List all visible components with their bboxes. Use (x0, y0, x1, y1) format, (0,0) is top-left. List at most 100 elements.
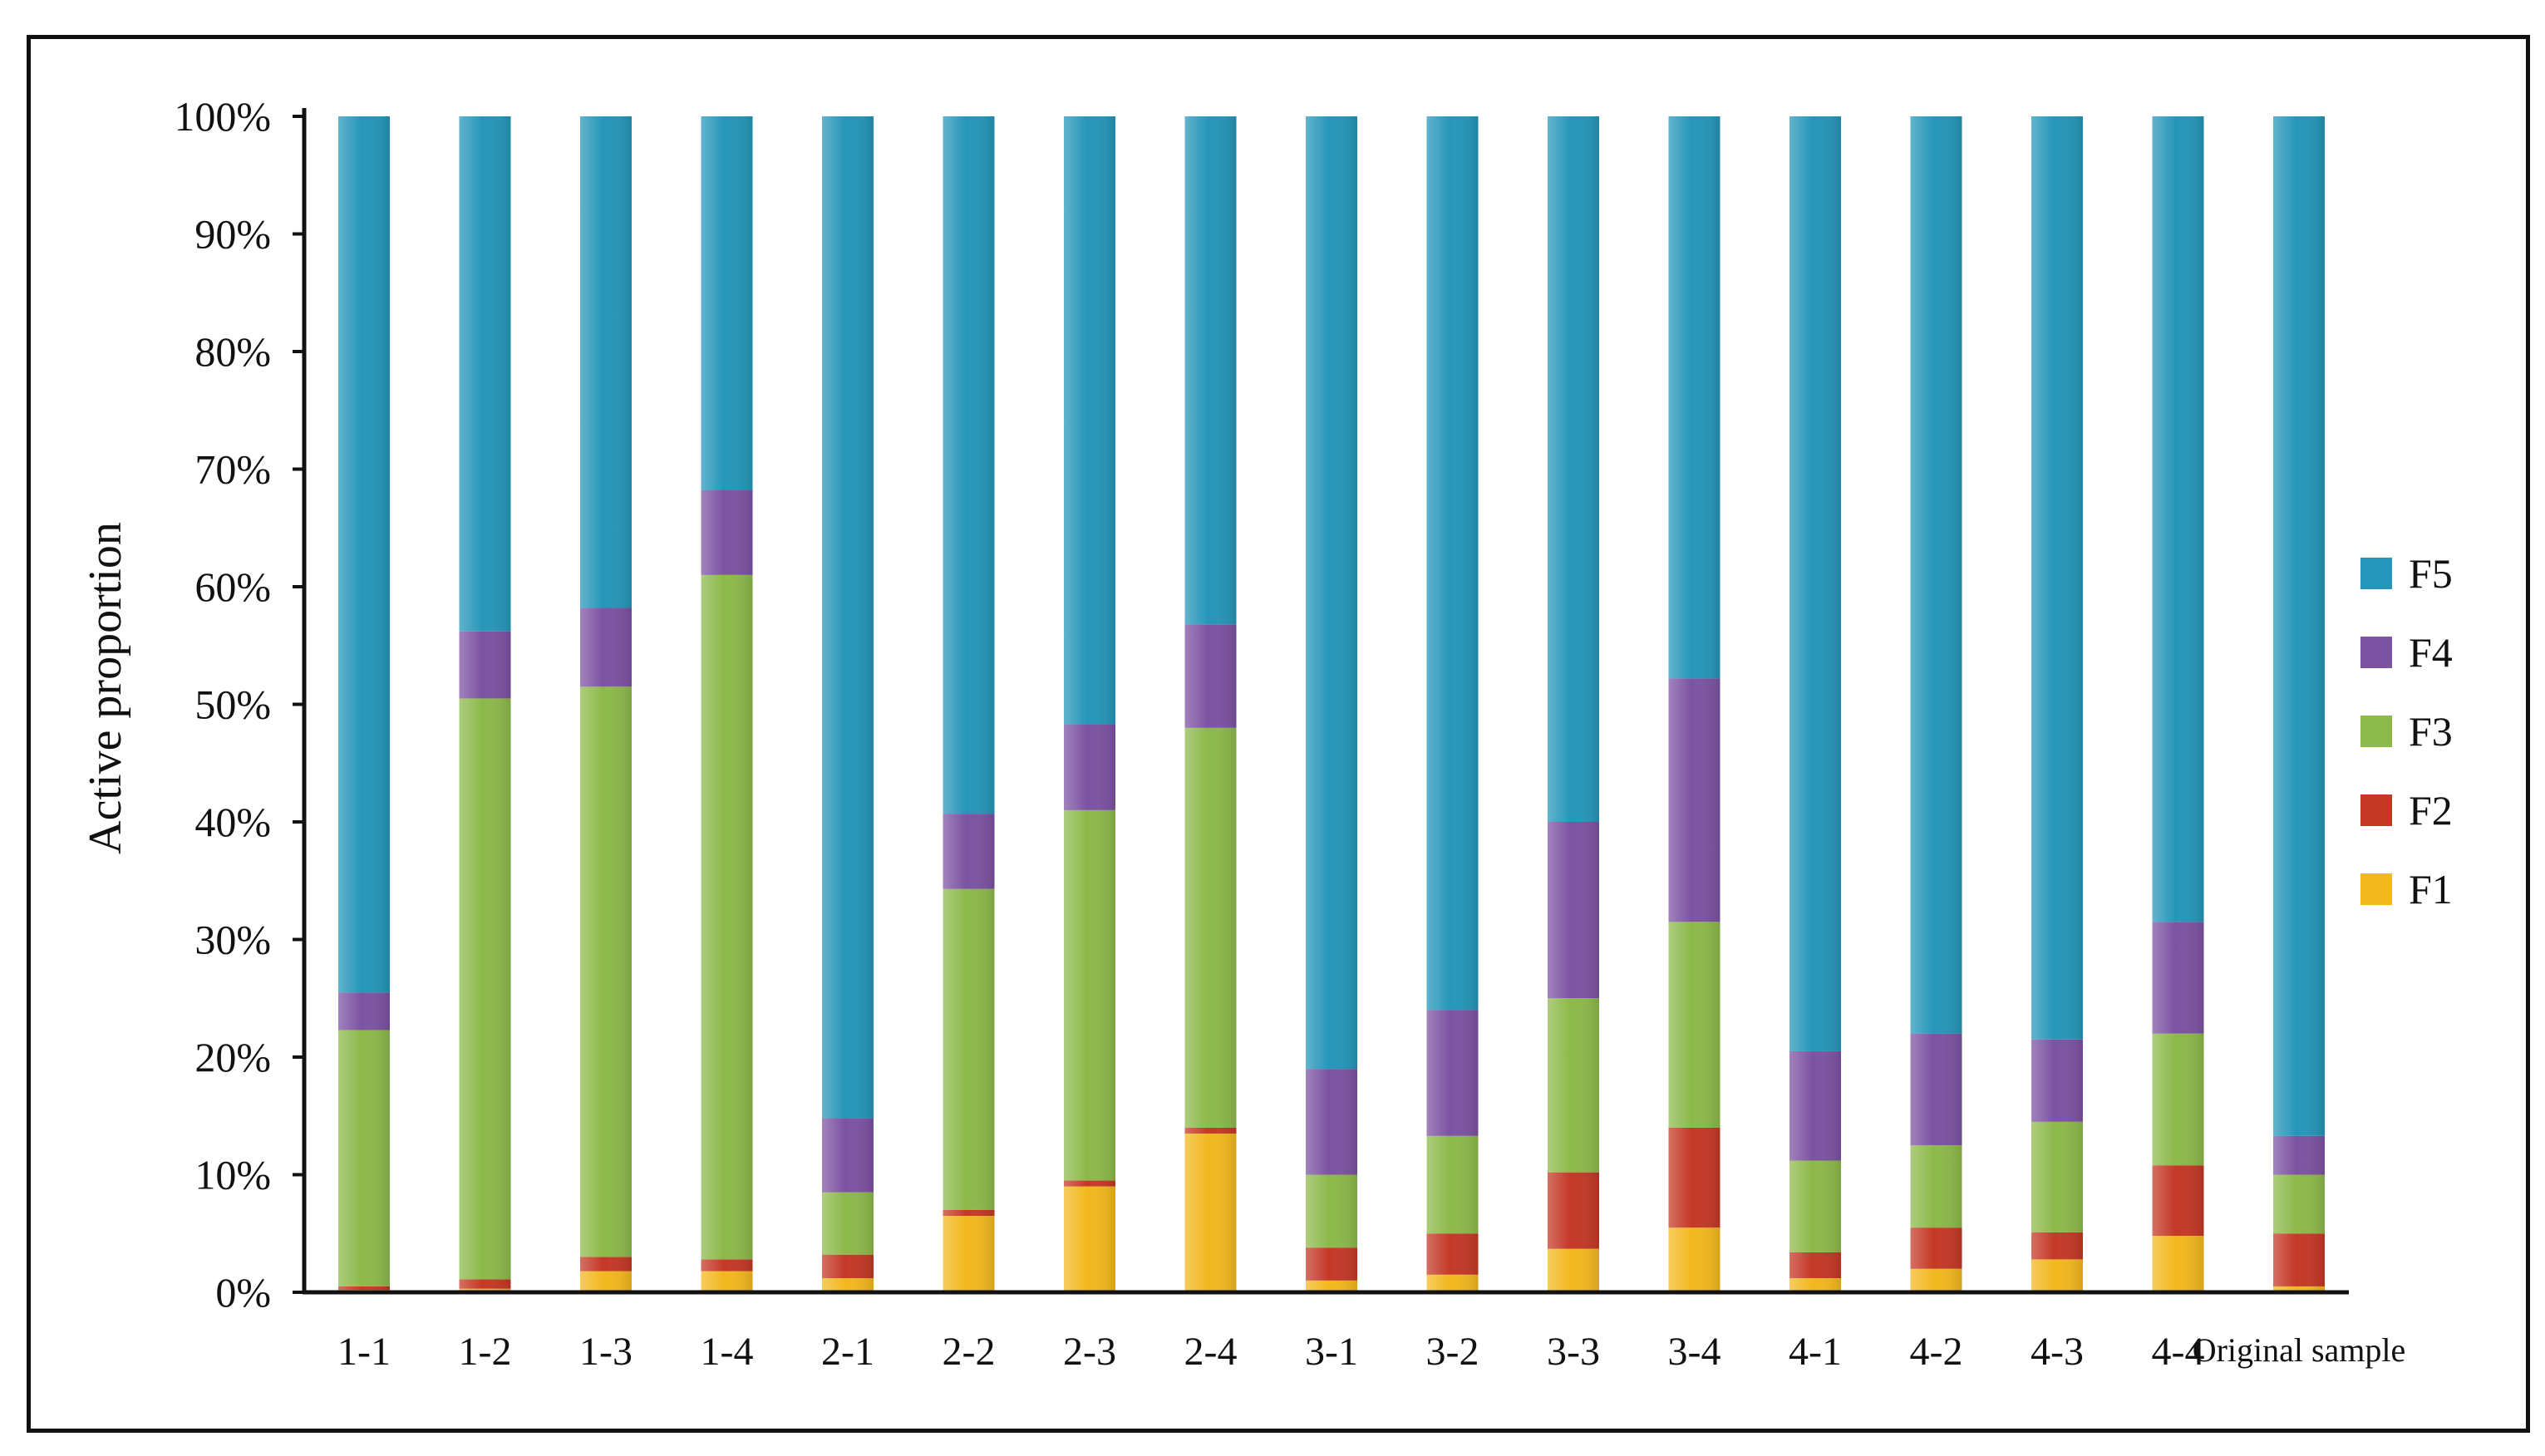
bar-segment-shading (2031, 1039, 2083, 1122)
legend-label-f2: F2 (2409, 787, 2453, 834)
bar-segment-shading (338, 992, 390, 1031)
legend-label-f3: F3 (2409, 708, 2453, 755)
bar-segment-shading (1910, 1145, 1962, 1228)
bar-segment-shading (2031, 116, 2083, 1040)
y-tick-label: 40% (194, 799, 271, 845)
x-category-label: 3-1 (1305, 1330, 1358, 1374)
bar-segment-shading (459, 1279, 511, 1289)
x-category-label: 4-1 (1789, 1330, 1842, 1374)
x-category-label: 3-3 (1547, 1330, 1600, 1374)
y-tick-label: 0% (215, 1269, 271, 1316)
bars-group (338, 116, 2325, 1292)
x-category-label: 1-2 (459, 1330, 512, 1374)
bar-segment-shading (1789, 1160, 1841, 1252)
bar-segment-shading (701, 489, 753, 575)
legend-label-f5: F5 (2409, 550, 2453, 597)
y-tick-label: 60% (194, 563, 271, 610)
bar-segment-shading (1306, 1174, 1357, 1248)
bar-segment-shading (1668, 1127, 1720, 1228)
bar-segment-shading (943, 1209, 995, 1217)
x-category-label: 2-3 (1063, 1330, 1116, 1374)
bar-segment-shading (1910, 116, 1962, 1034)
bar-segment-shading (822, 116, 874, 1119)
x-category-label: 4-3 (2031, 1330, 2084, 1374)
bar-segment-shading (338, 116, 390, 993)
bar-segment-shading (580, 607, 632, 687)
bar-segment-shading (1789, 1050, 1841, 1161)
x-category-label: 2-1 (821, 1330, 874, 1374)
bar-segment-shading (1184, 727, 1237, 1128)
bar-segment-shading (822, 1192, 874, 1255)
bar-segment-shading (943, 1216, 995, 1292)
bar-segment-shading (2152, 1165, 2204, 1237)
bar-segment-shading (701, 1271, 753, 1292)
bar-segment-shading (2152, 1033, 2204, 1166)
bar-segment-shading (338, 1286, 390, 1291)
bar-segment-shading (459, 698, 511, 1280)
bar-segment-shading (1064, 116, 1115, 725)
bar-segment-shading (1306, 1247, 1357, 1281)
x-category-label: 3-2 (1426, 1330, 1479, 1374)
bar-segment-shading (1789, 116, 1841, 1051)
legend-swatch-f4 (2360, 637, 2392, 668)
bar-segment-shading (2273, 1286, 2325, 1292)
legend-label-f1: F1 (2409, 866, 2453, 912)
bar-segment-shading (580, 686, 632, 1257)
bar-segment-shading (1184, 116, 1237, 625)
bar-segment-shading (1910, 1268, 1962, 1292)
bar-segment-shading (2152, 1236, 2204, 1292)
x-category-label: 2-4 (1184, 1330, 1238, 1374)
bar-segment-shading (1668, 1227, 1720, 1292)
y-tick-label: 30% (194, 917, 271, 963)
bar-segment-shading (1548, 116, 1599, 822)
x-labels-group: 1-1 1-2 1-3 1-4 2-1 2-2 2-3 2-4 3-1 3-2 3-3 3-4 4-1 4… (337, 1330, 2405, 1374)
bar-segment-shading (1910, 1227, 1962, 1269)
legend-swatch-f5 (2360, 558, 2392, 589)
bar-segment-shading (822, 1254, 874, 1279)
bar-segment-shading (2273, 1174, 2325, 1234)
y-tick-label: 50% (194, 681, 271, 728)
bar-segment-shading (701, 574, 753, 1260)
bar-segment-shading (2152, 922, 2204, 1034)
y-tick-label: 10% (194, 1152, 271, 1198)
legend: F5 F4 F3 F2 F1 (2360, 550, 2453, 912)
bar-segment-shading (1306, 1280, 1357, 1292)
bar-segment-shading (338, 1030, 390, 1286)
bar-segment-shading (2273, 116, 2325, 1136)
bar-segment-shading (1668, 116, 1720, 679)
bar-segment-shading (1426, 116, 1479, 1011)
legend-swatch-f1 (2360, 873, 2392, 905)
x-category-label: 1-1 (337, 1330, 391, 1374)
bar-segment-shading (822, 1278, 874, 1292)
y-ticks-group: 0% 10% 20% 30% 40% 50% 60% 70% 80% 90% 100% (174, 93, 304, 1316)
bar-segment-shading (1910, 1033, 1962, 1146)
bar-segment-shading (1426, 1135, 1479, 1234)
bar-segment-shading (2273, 1135, 2325, 1175)
legend-label-f4: F4 (2409, 629, 2453, 676)
bar-segment-shading (943, 888, 995, 1210)
y-tick-label: 100% (174, 93, 271, 140)
x-category-label: 4-2 (1910, 1330, 1963, 1374)
bar-segment-shading (459, 116, 511, 632)
bar-segment-shading (701, 1259, 753, 1272)
bar-segment-shading (1668, 678, 1720, 922)
y-tick-label: 90% (194, 211, 271, 258)
chart-frame (27, 35, 2530, 1433)
bar-segment-shading (1184, 1133, 1237, 1292)
bar-segment-shading (1184, 624, 1237, 728)
bar-segment-shading (1064, 1180, 1115, 1187)
bar-segment-shading (1548, 1248, 1599, 1292)
legend-swatch-f3 (2360, 716, 2392, 747)
bar-segment-shading (1548, 998, 1599, 1173)
y-tick-label: 20% (194, 1034, 271, 1080)
bar-segment-shading (1064, 724, 1115, 810)
bar-segment-shading (943, 116, 995, 814)
x-category-label: 1-3 (579, 1330, 633, 1374)
bar-segment-shading (1426, 1274, 1479, 1292)
y-axis-title: Active proportion (80, 522, 131, 854)
x-category-label: 3-4 (1668, 1330, 1721, 1374)
bar-segment-shading (580, 116, 632, 608)
x-category-label: Original sample (2193, 1331, 2406, 1369)
bar-segment-shading (1789, 1278, 1841, 1292)
